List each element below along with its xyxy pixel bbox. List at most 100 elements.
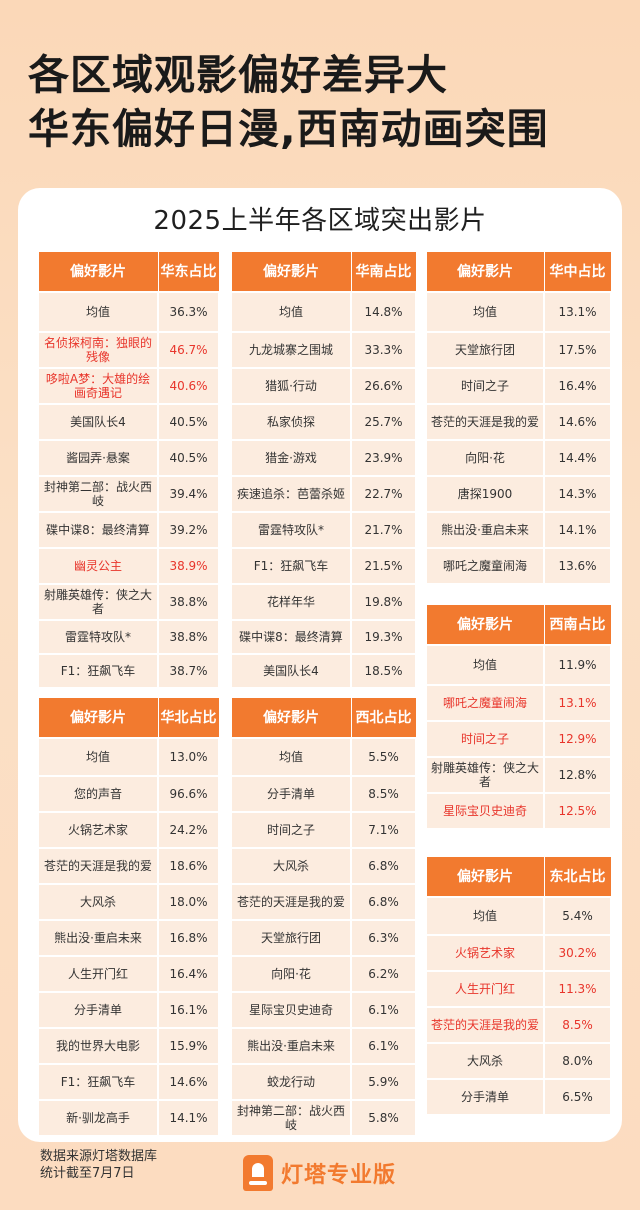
table-row: 分手清单 6.5%: [425, 1077, 612, 1116]
film-name: 猎金·游戏: [230, 438, 352, 477]
table-row: 人生开门红 11.3%: [425, 969, 612, 1008]
film-name: F1：狂飙飞车: [230, 546, 352, 585]
table-row: 花样年华 19.8%: [230, 582, 417, 621]
film-name: 时间之子: [425, 719, 545, 758]
table-row: 熊出没·重启未来 14.1%: [425, 510, 612, 549]
table-central: 偏好影片 华中占比 均值 13.1% 天堂旅行团 17.5% 时间之子 16.4% 苍…: [425, 251, 612, 585]
table-row: 雷霆特攻队* 21.7%: [230, 510, 417, 549]
table-row: 时间之子 7.1%: [230, 810, 417, 849]
film-name: 分手清单: [425, 1077, 545, 1116]
film-name: 天堂旅行团: [230, 918, 352, 957]
table-row: 时间之子 12.9%: [425, 719, 612, 758]
table-row: 人生开门红 16.4%: [37, 954, 220, 993]
film-name: 唐探1900: [425, 474, 545, 513]
share-value: 18.6%: [157, 846, 220, 885]
share-value: 13.6%: [543, 546, 612, 585]
table-row: 大风杀 8.0%: [425, 1041, 612, 1080]
film-name: 人生开门红: [37, 954, 159, 993]
film-name: 分手清单: [230, 774, 352, 813]
share-value: 5.9%: [350, 1062, 417, 1101]
film-name: 哪吒之魔童闹海: [425, 546, 545, 585]
film-name: 均值: [230, 736, 352, 777]
table-row: 均值 13.1%: [425, 290, 612, 333]
cutoff-date-text: 统计截至7月7日: [40, 1166, 135, 1181]
table-row: 向阳·花 14.4%: [425, 438, 612, 477]
film-name: 均值: [37, 736, 159, 777]
share-value: 30.2%: [543, 933, 612, 972]
column-header-share: 华中占比: [543, 251, 612, 292]
table-row: 碟中谍8：最终清算 39.2%: [37, 510, 220, 549]
film-name: 均值: [425, 290, 545, 333]
share-value: 40.5%: [157, 402, 220, 441]
film-name: 我的世界大电影: [37, 1026, 159, 1065]
table-row: 哪吒之魔童闹海 13.6%: [425, 546, 612, 585]
film-name: 哪吒之魔童闹海: [425, 683, 545, 722]
table-row: 九龙城寨之围城 33.3%: [230, 330, 417, 369]
share-value: 13.1%: [543, 290, 612, 333]
table-row: 猎金·游戏 23.9%: [230, 438, 417, 477]
film-name: 九龙城寨之围城: [230, 330, 352, 369]
share-value: 14.1%: [157, 1098, 220, 1137]
film-name: 碟中谍8：最终清算: [37, 510, 159, 549]
share-value: 38.9%: [157, 546, 220, 585]
share-value: 18.0%: [157, 882, 220, 921]
film-name: 均值: [37, 290, 159, 333]
table-row: 天堂旅行团 17.5%: [425, 330, 612, 369]
film-name: 射雕英雄传：侠之大者: [37, 582, 159, 621]
table-row: 哆啦A梦：大雄的绘画奇遇记 40.6%: [37, 366, 220, 405]
film-name: 哆啦A梦：大雄的绘画奇遇记: [37, 366, 159, 405]
film-name: 向阳·花: [230, 954, 352, 993]
film-name: 射雕英雄传：侠之大者: [425, 755, 545, 794]
film-name: 大风杀: [230, 846, 352, 885]
film-name: 猎狐·行动: [230, 366, 352, 405]
table-row: 猎狐·行动 26.6%: [230, 366, 417, 405]
brand-name: 灯塔专业版: [281, 1163, 397, 1188]
share-value: 6.1%: [350, 990, 417, 1029]
film-name: 熊出没·重启未来: [425, 510, 545, 549]
share-value: 96.6%: [157, 774, 220, 813]
brand: 灯塔专业版: [243, 1152, 396, 1194]
table-row: 名侦探柯南：独眼的残像 46.7%: [37, 330, 220, 369]
table-row: 哪吒之魔童闹海 13.1%: [425, 683, 612, 722]
table-northwest: 偏好影片 西北占比 均值 5.5% 分手清单 8.5% 时间之子 7.1% 大风杀 6.…: [230, 697, 417, 1137]
headline-line-1: 各区域观影偏好差异大: [28, 51, 448, 99]
table-row: 蛟龙行动 5.9%: [230, 1062, 417, 1101]
share-value: 14.3%: [543, 474, 612, 513]
table-row: 均值 5.5%: [230, 736, 417, 777]
film-name: 熊出没·重启未来: [37, 918, 159, 957]
table-row: 均值 11.9%: [425, 643, 612, 686]
share-value: 21.5%: [350, 546, 417, 585]
table-row: 向阳·花 6.2%: [230, 954, 417, 993]
film-name: 蛟龙行动: [230, 1062, 352, 1101]
share-value: 39.2%: [157, 510, 220, 549]
film-name: 雷霆特攻队*: [37, 618, 159, 655]
table-row: F1：狂飙飞车 38.7%: [37, 652, 220, 689]
share-value: 6.2%: [350, 954, 417, 993]
column-header-film: 偏好影片: [37, 697, 159, 738]
share-value: 8.0%: [543, 1041, 612, 1080]
share-value: 38.7%: [157, 652, 220, 689]
film-name: 疾速追杀：芭蕾杀姬: [230, 474, 352, 513]
table-row: 苍茫的天涯是我的爱 8.5%: [425, 1005, 612, 1044]
table-row: 雷霆特攻队* 38.8%: [37, 618, 220, 655]
share-value: 14.6%: [543, 402, 612, 441]
table-row: 幽灵公主 38.9%: [37, 546, 220, 585]
share-value: 16.1%: [157, 990, 220, 1029]
film-name: 苍茫的天涯是我的爱: [425, 402, 545, 441]
film-name: 封神第二部：战火西岐: [37, 474, 159, 513]
table-row: 火锅艺术家 30.2%: [425, 933, 612, 972]
table-row: F1：狂飙飞车 14.6%: [37, 1062, 220, 1101]
share-value: 46.7%: [157, 330, 220, 369]
share-value: 14.8%: [350, 290, 417, 333]
film-name: 苍茫的天涯是我的爱: [37, 846, 159, 885]
film-name: 私家侦探: [230, 402, 352, 441]
share-value: 23.9%: [350, 438, 417, 477]
share-value: 13.0%: [157, 736, 220, 777]
column-header-film: 偏好影片: [230, 251, 352, 292]
column-header-share: 西南占比: [543, 604, 612, 645]
film-name: 花样年华: [230, 582, 352, 621]
film-name: 火锅艺术家: [37, 810, 159, 849]
table-north: 偏好影片 华北占比 均值 13.0% 您的声音 96.6% 火锅艺术家 24.2% 苍…: [37, 697, 220, 1137]
table-row: 酱园弄·悬案 40.5%: [37, 438, 220, 477]
table-row: 均值 13.0%: [37, 736, 220, 777]
